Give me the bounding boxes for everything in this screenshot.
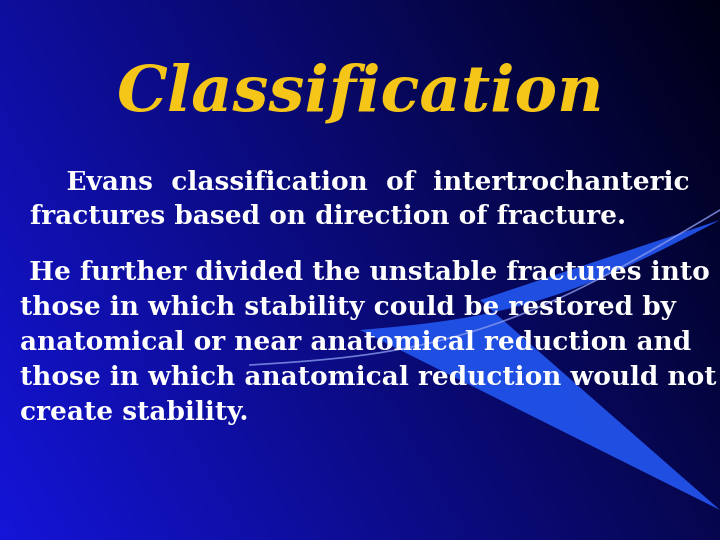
Polygon shape bbox=[360, 220, 720, 510]
Text: Evans  classification  of  intertrochanteric
fractures based on direction of fra: Evans classification of intertrochanteri… bbox=[30, 170, 690, 229]
Text: He further divided the unstable fractures into
those in which stability could be: He further divided the unstable fracture… bbox=[20, 260, 716, 425]
Text: Classification: Classification bbox=[116, 62, 604, 124]
